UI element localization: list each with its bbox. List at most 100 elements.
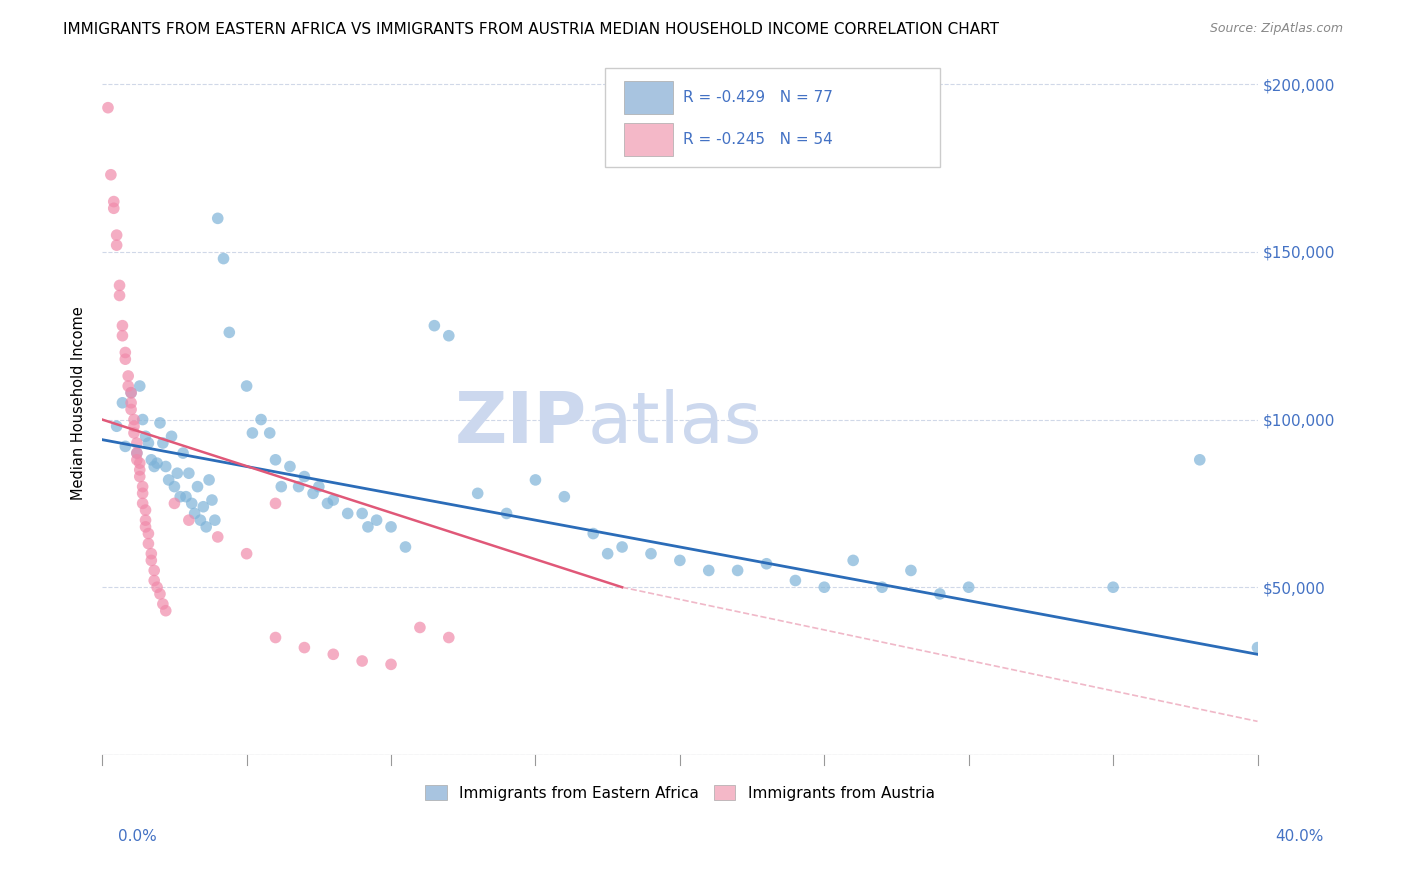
Point (697, 564, 720, 578)
Point (143, 574, 166, 588)
Point (190, 513, 212, 527)
Point (409, 620, 432, 634)
Text: 0.0%: 0.0% (118, 830, 157, 844)
Point (495, 507, 517, 521)
Point (1188, 452, 1211, 467)
Point (125, 436, 148, 450)
Point (302, 486, 325, 500)
Point (138, 536, 160, 550)
Point (235, 547, 257, 561)
Point (264, 631, 287, 645)
Point (437, 631, 460, 645)
Point (108, 288, 131, 302)
Point (125, 446, 148, 460)
Point (128, 469, 150, 483)
Point (928, 587, 950, 601)
FancyBboxPatch shape (605, 69, 939, 167)
Point (105, 419, 128, 434)
Point (292, 469, 315, 483)
Text: R = -0.429   N = 77: R = -0.429 N = 77 (683, 90, 834, 105)
Text: ZIP: ZIP (456, 390, 588, 458)
Point (177, 467, 200, 481)
Point (755, 557, 778, 571)
Point (120, 385, 142, 400)
Point (785, 574, 807, 588)
Point (111, 328, 134, 343)
Point (322, 648, 344, 662)
Point (155, 604, 177, 618)
Point (596, 547, 619, 561)
Point (103, 202, 125, 216)
Point (553, 490, 575, 504)
Point (117, 379, 139, 393)
Point (103, 194, 125, 209)
Point (870, 580, 893, 594)
Point (141, 547, 163, 561)
Point (120, 402, 142, 417)
Point (204, 513, 226, 527)
Point (157, 473, 180, 487)
Point (105, 238, 128, 252)
Point (366, 513, 388, 527)
Point (207, 530, 229, 544)
Legend: Immigrants from Eastern Africa, Immigrants from Austria: Immigrants from Eastern Africa, Immigran… (419, 780, 941, 807)
Point (394, 540, 416, 554)
Point (122, 412, 145, 426)
Point (138, 526, 160, 541)
Text: IMMIGRANTS FROM EASTERN AFRICA VS IMMIGRANTS FROM AUSTRIA MEDIAN HOUSEHOLD INCOM: IMMIGRANTS FROM EASTERN AFRICA VS IMMIGR… (63, 22, 1000, 37)
Point (524, 473, 547, 487)
Point (270, 480, 292, 494)
Point (120, 385, 142, 400)
Point (957, 580, 980, 594)
Point (100, 168, 122, 182)
Point (352, 507, 374, 521)
Point (242, 425, 264, 440)
Point (198, 473, 221, 487)
Point (218, 326, 240, 340)
Point (900, 564, 922, 578)
Point (207, 211, 229, 226)
Point (111, 396, 134, 410)
Point (166, 467, 188, 481)
Point (122, 419, 145, 434)
Point (582, 526, 605, 541)
Point (111, 318, 134, 333)
Point (131, 412, 153, 426)
Point (842, 553, 865, 567)
Point (128, 456, 150, 470)
Point (117, 368, 139, 383)
Point (114, 352, 136, 367)
Point (180, 496, 202, 510)
Point (278, 459, 301, 474)
Point (174, 490, 197, 504)
Point (143, 564, 166, 578)
Text: Source: ZipAtlas.com: Source: ZipAtlas.com (1209, 22, 1343, 36)
Point (640, 547, 662, 561)
Point (146, 580, 169, 594)
Text: atlas: atlas (588, 390, 762, 458)
Point (610, 540, 633, 554)
Point (105, 228, 128, 243)
Point (152, 436, 174, 450)
Point (264, 496, 287, 510)
Point (322, 493, 344, 508)
Point (141, 553, 163, 567)
Point (193, 500, 215, 514)
Text: R = -0.245   N = 54: R = -0.245 N = 54 (683, 132, 834, 147)
Point (149, 416, 172, 430)
Point (423, 318, 446, 333)
Point (143, 459, 166, 474)
FancyBboxPatch shape (624, 123, 673, 156)
Point (186, 480, 208, 494)
Point (146, 456, 169, 470)
Point (437, 328, 460, 343)
Point (727, 564, 749, 578)
Point (114, 439, 136, 453)
Point (135, 429, 157, 443)
Point (380, 657, 402, 672)
Point (152, 597, 174, 611)
Point (813, 580, 835, 594)
Point (169, 490, 191, 504)
Point (97, 101, 120, 115)
Y-axis label: Median Household Income: Median Household Income (72, 306, 86, 500)
